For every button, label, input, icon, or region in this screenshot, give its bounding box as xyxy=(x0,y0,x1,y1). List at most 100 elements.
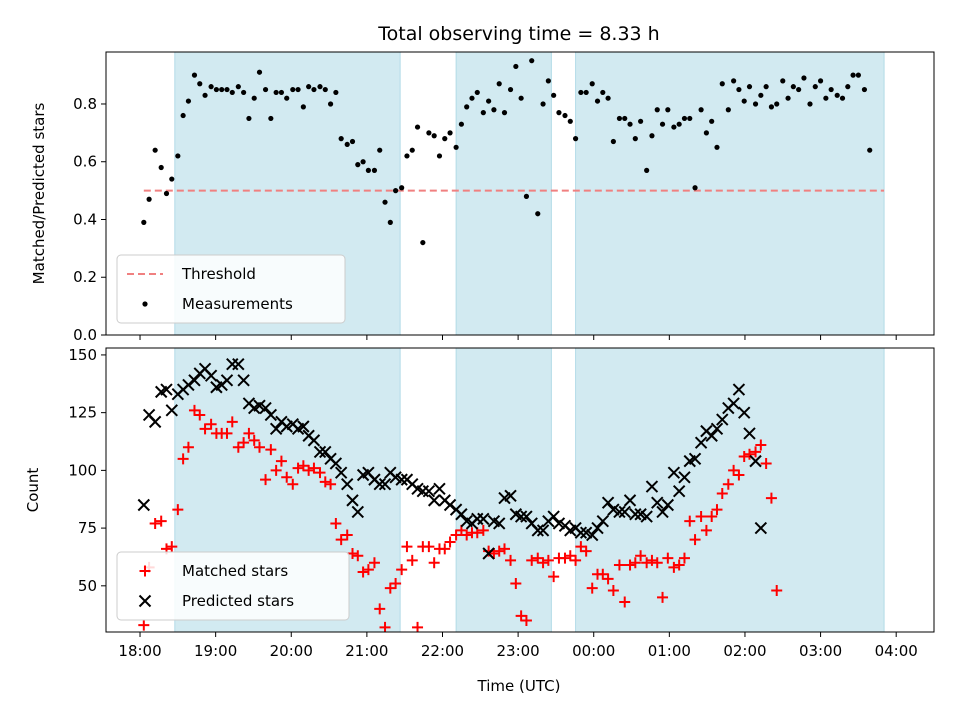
data-point xyxy=(482,547,495,560)
data-point xyxy=(423,541,435,553)
data-point xyxy=(433,482,446,496)
data-point xyxy=(443,498,457,512)
data-point xyxy=(855,72,861,78)
data-point xyxy=(667,466,681,479)
data-point xyxy=(507,86,514,93)
legend-handle xyxy=(139,565,151,577)
data-point xyxy=(496,81,502,87)
data-point xyxy=(498,543,510,555)
data-point xyxy=(671,124,677,130)
data-point xyxy=(513,63,519,70)
data-point xyxy=(220,374,234,387)
data-point xyxy=(801,75,807,81)
data-point xyxy=(562,112,568,119)
data-point xyxy=(303,464,315,476)
data-point xyxy=(458,121,464,127)
data-point xyxy=(520,614,532,626)
data-point xyxy=(362,564,374,576)
data-point xyxy=(307,434,321,447)
data-point xyxy=(688,452,702,466)
y-tick-label: 0.8 xyxy=(73,95,97,113)
data-point xyxy=(360,159,366,165)
data-point xyxy=(661,498,675,512)
data-point xyxy=(422,484,436,498)
data-point xyxy=(673,559,685,571)
data-point xyxy=(672,484,686,498)
data-point xyxy=(733,469,745,481)
data-point xyxy=(651,496,664,509)
data-point xyxy=(738,451,750,463)
data-point xyxy=(379,621,391,632)
data-point xyxy=(374,603,386,615)
data-point xyxy=(224,86,230,93)
data-point xyxy=(344,141,350,148)
data-point xyxy=(322,86,328,93)
data-point xyxy=(695,511,707,523)
data-point xyxy=(710,422,724,436)
data-point xyxy=(624,559,636,571)
data-point xyxy=(306,84,312,90)
data-point xyxy=(545,78,551,84)
data-point xyxy=(706,511,718,523)
data-point xyxy=(547,510,560,523)
data-point xyxy=(180,112,186,119)
data-point xyxy=(596,514,610,528)
data-point xyxy=(520,510,533,523)
y-tick-label: 0.4 xyxy=(73,210,97,228)
data-point xyxy=(850,72,856,78)
data-point xyxy=(477,512,490,526)
data-point xyxy=(138,619,150,631)
data-point xyxy=(823,95,829,101)
data-point xyxy=(152,147,158,153)
data-point xyxy=(202,92,208,98)
data-point xyxy=(709,118,715,124)
series-matched-stars xyxy=(138,404,783,632)
data-point xyxy=(618,505,631,519)
data-point xyxy=(396,564,408,576)
data-point xyxy=(160,383,173,396)
data-point xyxy=(613,505,626,519)
data-point xyxy=(574,526,588,539)
data-point xyxy=(464,104,470,110)
data-point xyxy=(629,508,642,521)
data-point xyxy=(308,462,320,474)
data-point xyxy=(488,547,500,559)
data-point xyxy=(594,98,601,104)
data-point xyxy=(580,545,592,557)
data-point xyxy=(319,476,331,488)
data-point xyxy=(749,454,762,468)
data-point xyxy=(349,138,356,145)
data-point xyxy=(746,84,753,90)
data-point xyxy=(583,89,589,96)
data-point xyxy=(141,219,147,225)
data-point xyxy=(155,515,167,527)
data-point xyxy=(839,95,846,101)
data-point xyxy=(338,136,344,142)
data-point xyxy=(716,413,729,426)
legend-box xyxy=(116,551,350,621)
data-point xyxy=(492,517,506,530)
data-point xyxy=(197,81,203,87)
data-point xyxy=(703,130,709,136)
data-point xyxy=(368,557,380,569)
shaded-interval xyxy=(575,348,885,632)
data-point xyxy=(317,84,323,90)
x-tick-label: 19:00 xyxy=(194,642,237,660)
data-point xyxy=(493,545,505,557)
data-point xyxy=(295,86,301,93)
data-point xyxy=(194,409,206,421)
data-point xyxy=(501,110,508,116)
data-point xyxy=(645,480,659,493)
data-point xyxy=(455,508,468,521)
legend-handle xyxy=(138,594,152,608)
data-point xyxy=(689,534,701,546)
data-point xyxy=(535,211,541,217)
data-point xyxy=(698,107,704,113)
data-point xyxy=(281,471,293,483)
data-point xyxy=(420,239,426,246)
data-point xyxy=(439,543,451,555)
data-point xyxy=(246,115,252,122)
data-point xyxy=(182,441,194,453)
data-point xyxy=(711,504,723,516)
